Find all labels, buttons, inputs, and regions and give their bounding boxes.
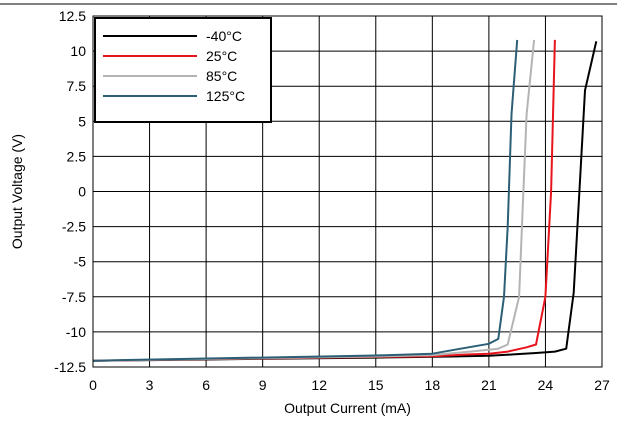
y-axis-title: Output Voltage (V): [9, 134, 25, 249]
x-tick-label-3: 9: [259, 377, 267, 393]
x-tick-label-0: 0: [89, 377, 97, 393]
x-tick-label-1: 3: [146, 377, 154, 393]
plot-frame: [92, 15, 603, 368]
legend-box: [94, 17, 272, 123]
y-tick-label-5: 0: [78, 184, 86, 200]
y-tick-label-8: -7.5: [62, 289, 86, 305]
y-tick-label-6: -2.5: [62, 219, 86, 235]
legend-label-0: -40°C: [206, 28, 242, 44]
y-tick-labels: 12.5 10 7.5 5 2.5 0 -2.5 -5 -7.5 -10 -12.5: [54, 8, 86, 375]
y-tick-label-0: 12.5: [59, 8, 86, 24]
legend-label-2: 85°C: [206, 68, 237, 84]
legend-label-3: 125°C: [206, 88, 245, 104]
x-tick-label-8: 24: [538, 377, 554, 393]
series-line-3: [92, 39, 519, 362]
y-tick-label-10: -12.5: [54, 359, 86, 375]
y-tick-label-2: 7.5: [67, 78, 87, 94]
y-tick-label-7: -5: [74, 254, 87, 270]
legend: -40°C 25°C 85°C 125°C: [94, 17, 272, 123]
series-layer: [92, 39, 598, 362]
y-tick-label-4: 2.5: [67, 148, 87, 164]
x-axis-title: Output Current (mA): [284, 400, 411, 416]
x-tick-label-9: 27: [594, 377, 610, 393]
x-tick-label-6: 18: [425, 377, 441, 393]
x-tick-label-7: 21: [481, 377, 497, 393]
x-tick-label-4: 12: [311, 377, 327, 393]
x-tick-label-2: 6: [202, 377, 210, 393]
x-tick-label-5: 15: [368, 377, 384, 393]
y-tick-label-1: 10: [70, 43, 86, 59]
y-tick-label-9: -10: [66, 324, 86, 340]
y-tick-label-3: 5: [78, 113, 86, 129]
x-tick-labels: 0 3 6 9 12 15 18 21 24 27: [89, 377, 610, 393]
legend-label-1: 25°C: [206, 48, 237, 64]
